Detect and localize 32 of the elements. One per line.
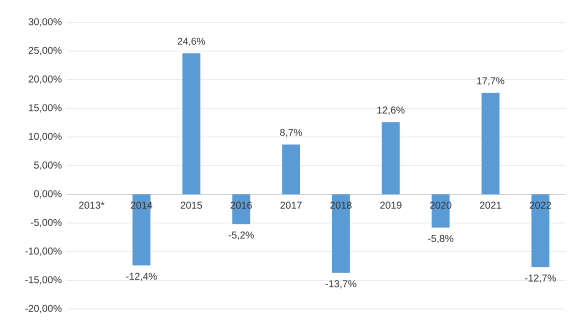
data-label: 12,6% xyxy=(377,106,405,115)
y-tick-label: -15,00% xyxy=(25,276,62,284)
y-tick-label: -10,00% xyxy=(25,248,62,256)
data-label: 17,7% xyxy=(477,77,504,86)
y-tick-label: 0,00% xyxy=(34,190,62,198)
bar xyxy=(482,92,500,194)
y-tick-label: 20,00% xyxy=(28,76,62,84)
x-tick-label: 2017 xyxy=(280,202,302,209)
data-label: -5,2% xyxy=(228,231,254,240)
bar xyxy=(132,194,150,266)
data-label: -5,8% xyxy=(428,234,454,244)
y-tick-label: 10,00% xyxy=(28,132,62,142)
bar xyxy=(382,122,400,194)
y-tick-label: -20,00% xyxy=(25,304,62,314)
y-tick-label: 5,00% xyxy=(34,162,62,170)
bar xyxy=(282,144,300,194)
bar xyxy=(531,194,550,268)
data-label: 24,6% xyxy=(178,38,206,46)
y-tick-label: 25,00% xyxy=(28,46,62,56)
bar xyxy=(182,53,200,194)
bar xyxy=(332,194,350,273)
data-label: -13,7% xyxy=(326,280,356,288)
x-tick-label: 2021 xyxy=(480,202,502,209)
y-tick-label: -5,00% xyxy=(30,218,62,228)
x-tick-label: 2015 xyxy=(180,202,202,209)
data-label: -12,4% xyxy=(126,272,157,282)
x-tick-label: 2013* xyxy=(79,202,104,209)
data-label: 8,7% xyxy=(280,128,302,138)
y-tick-label: 30,00% xyxy=(28,18,62,26)
y-tick-label: 15,00% xyxy=(28,104,62,112)
data-label: -12,7% xyxy=(525,274,556,283)
x-tick-label: 2019 xyxy=(380,202,402,209)
